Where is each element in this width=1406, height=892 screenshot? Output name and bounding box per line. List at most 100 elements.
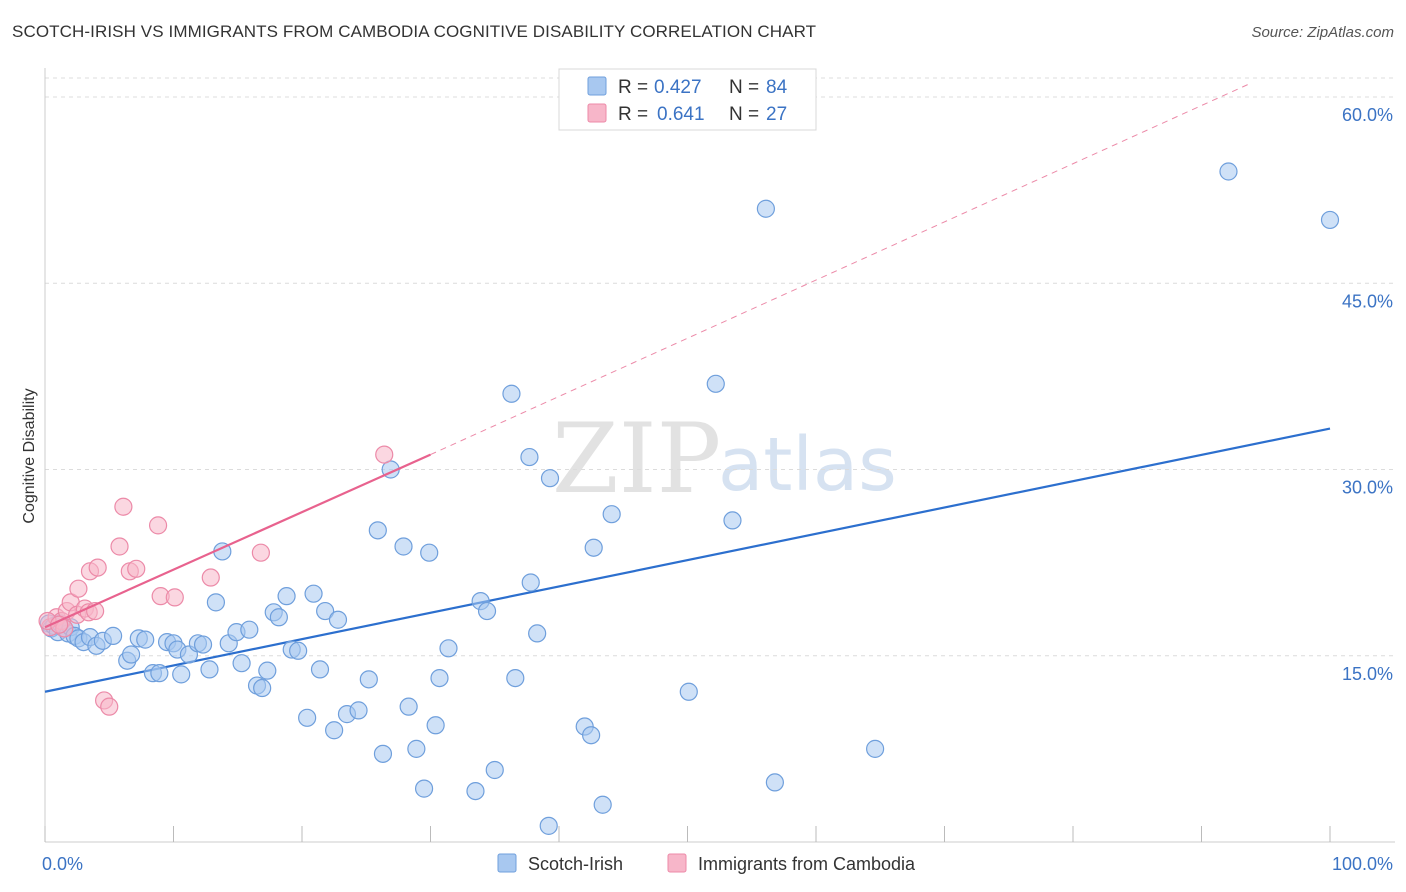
point-scotch-irish-47 [325,721,344,740]
x-tick-label-100: 100.0% [1332,854,1393,874]
point-scotch-irish-40 [277,587,296,606]
point-cambodia-22 [201,568,220,587]
legend-r-label-1: R = [618,77,648,98]
point-cambodia-24 [375,445,394,464]
point-scotch-irish-27 [193,635,213,654]
y-tick-label-30: 30.0% [1342,478,1393,498]
tick-labels: 15.0% 30.0% 45.0% 60.0% 0.0% 100.0% [42,105,1393,874]
point-scotch-irish-82 [756,199,775,218]
point-scotch-irish-36 [253,678,272,698]
point-scotch-irish-65 [477,601,497,621]
point-scotch-irish-80 [706,374,725,393]
point-scotch-irish-51 [359,670,378,689]
point-cambodia-7 [69,579,88,598]
point-scotch-irish-62 [439,639,458,658]
bottom-legend: Scotch-Irish Immigrants from Cambodia [497,853,916,874]
point-scotch-irish-57 [407,739,426,758]
point-scotch-irish-52 [368,521,387,540]
point-scotch-irish-29 [206,593,226,612]
point-scotch-irish-39 [269,608,288,627]
trendlines [44,84,1331,693]
point-scotch-irish-85 [1219,162,1238,181]
point-scotch-irish-69 [520,447,539,467]
bottom-legend-label-cambodia: Immigrants from Cambodia [698,854,916,874]
legend-r-label-2: R = [618,104,648,125]
point-cambodia-16 [114,497,133,516]
point-cambodia-23 [251,543,270,562]
y-axis-label: Cognitive Disability [21,388,38,523]
point-scotch-irish-78 [602,505,621,524]
y-tick-label-15: 15.0% [1342,664,1393,684]
point-scotch-irish-67 [502,384,521,403]
point-cambodia-19 [148,516,168,535]
point-scotch-irish-53 [373,744,393,763]
bottom-legend-label-scotch-irish: Scotch-Irish [528,854,623,874]
legend-swatch-cambodia [587,103,607,123]
point-scotch-irish-14 [104,626,123,645]
point-cambodia-14 [100,697,119,716]
legend-r-value-2: 0.641 [657,104,705,125]
point-scotch-irish-76 [584,538,603,557]
source-label: Source: ZipAtlas.com [1251,24,1394,41]
x-tick-label-0: 0.0% [42,854,83,874]
point-scotch-irish-70 [521,573,540,592]
legend-r-value-1: 0.427 [654,77,702,98]
watermark: ZIP atlas [552,403,897,515]
point-scotch-irish-72 [539,816,558,835]
watermark-zip: ZIP [552,403,721,515]
point-scotch-irish-66 [485,760,504,780]
data-points [38,162,1340,835]
point-cambodia-15 [110,537,129,556]
point-scotch-irish-63 [466,781,485,801]
point-cambodia-21 [165,588,184,607]
point-cambodia-18 [127,559,146,578]
legend-swatch-scotch-irish [587,76,607,96]
point-scotch-irish-50 [349,701,368,720]
point-scotch-irish-48 [328,610,348,629]
y-tick-label-60: 60.0% [1342,105,1393,125]
bottom-legend-swatch-cambodia [667,853,687,873]
watermark-atlas: atlas [718,422,897,508]
legend-box: R = 0.427 N = 84 R = 0.641 N = 27 [558,68,817,131]
point-scotch-irish-56 [399,697,418,716]
point-scotch-irish-59 [420,543,439,562]
gridlines [45,77,1395,657]
point-scotch-irish-42 [289,641,308,660]
point-scotch-irish-68 [506,668,525,688]
legend-n-label-1: N = [729,77,759,98]
point-scotch-irish-75 [582,726,601,745]
point-scotch-irish-16 [121,645,141,664]
bottom-legend-swatch-scotch-irish [497,853,517,873]
point-scotch-irish-84 [866,739,885,758]
point-scotch-irish-79 [679,682,698,701]
legend-n-label-2: N = [729,104,759,125]
trendline-scotch-irish [44,427,1331,693]
point-scotch-irish-33 [232,654,251,673]
point-scotch-irish-37 [258,661,277,680]
point-scotch-irish-77 [593,795,612,814]
y-tick-label-45: 45.0% [1342,291,1393,311]
point-scotch-irish-45 [310,660,330,679]
axes [44,68,1395,843]
point-scotch-irish-43 [298,708,317,727]
point-scotch-irish-46 [316,601,335,621]
point-scotch-irish-73 [540,469,560,488]
chart-title: SCOTCH-IRISH VS IMMIGRANTS FROM CAMBODIA… [12,22,817,41]
point-scotch-irish-81 [723,511,742,530]
trendline-cambodia [44,453,431,629]
point-scotch-irish-34 [240,620,259,639]
point-scotch-irish-55 [394,537,413,556]
point-scotch-irish-20 [150,664,169,683]
point-scotch-irish-28 [200,660,219,679]
trendline-cambodia-extended [430,84,1248,456]
point-scotch-irish-24 [172,665,191,684]
legend-n-value-2: 27 [766,104,787,125]
point-scotch-irish-58 [414,779,434,798]
point-scotch-irish-83 [765,773,784,792]
point-scotch-irish-44 [304,584,323,603]
point-scotch-irish-61 [430,668,449,688]
point-scotch-irish-86 [1320,210,1340,230]
point-cambodia-12 [88,558,107,577]
point-scotch-irish-60 [426,716,445,735]
